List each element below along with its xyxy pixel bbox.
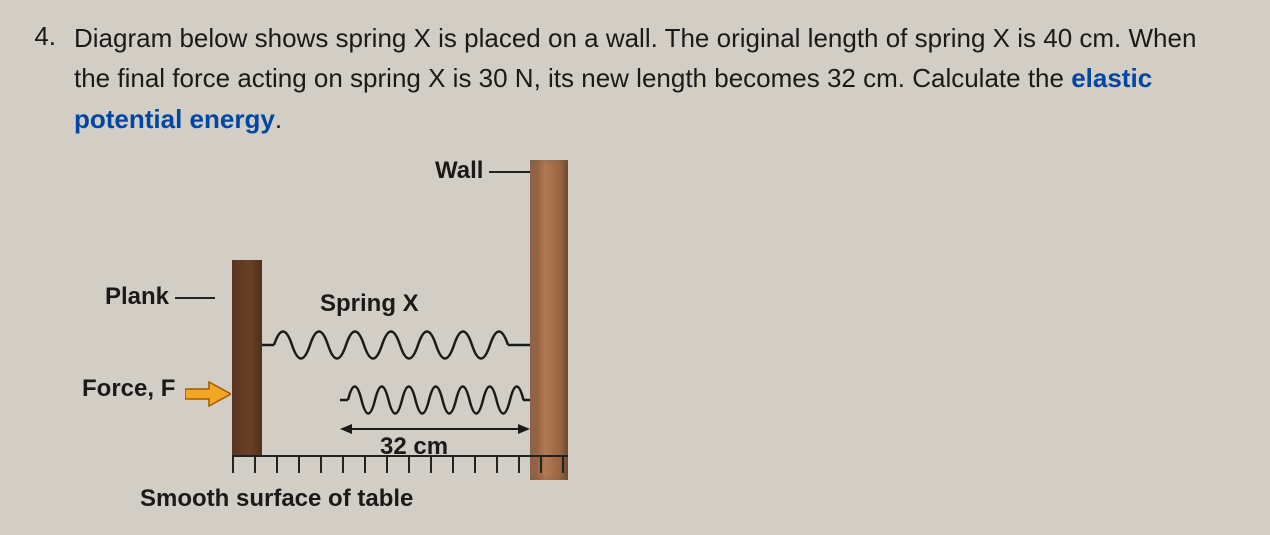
page: 4. Diagram below shows spring X is place…	[0, 0, 1270, 535]
plank	[232, 260, 262, 455]
spring-bottom	[340, 380, 530, 420]
label-surface: Smooth surface of table	[140, 485, 413, 513]
problem-number: 4.	[20, 18, 56, 54]
spring-top	[262, 325, 530, 365]
problem-text: Diagram below shows spring X is placed o…	[74, 18, 1230, 139]
problem-body-post: .	[275, 104, 282, 134]
table-surface-ruler	[232, 455, 568, 485]
force-arrow-icon	[185, 380, 231, 408]
label-wall-text: Wall	[435, 157, 483, 184]
problem-block: 4. Diagram below shows spring X is place…	[20, 18, 1230, 139]
diagram: Wall Plank Spring X	[110, 155, 670, 525]
wall	[530, 160, 568, 480]
label-plank: Plank	[105, 283, 215, 311]
label-wall: Wall	[435, 157, 539, 185]
label-spring: Spring X	[320, 290, 419, 318]
problem-body-pre: Diagram below shows spring X is placed o…	[74, 23, 1196, 93]
label-force: Force, F	[82, 375, 175, 403]
label-plank-text: Plank	[105, 283, 169, 310]
